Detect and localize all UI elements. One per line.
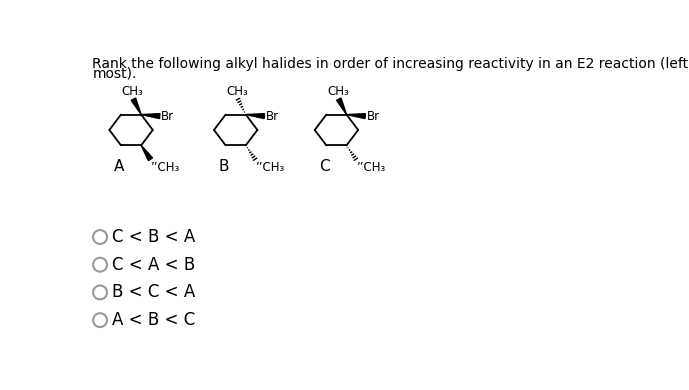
Text: ’’CH₃: ’’CH₃ [256,161,285,174]
Text: CH₃: CH₃ [327,85,349,98]
Text: Rank the following alkyl halides in order of increasing reactivity in an E2 reac: Rank the following alkyl halides in orde… [92,56,689,71]
Polygon shape [141,113,160,119]
Text: ’’CH₃: ’’CH₃ [357,161,386,174]
Text: B < C < A: B < C < A [112,284,195,301]
Text: ’’CH₃: ’’CH₃ [151,161,181,174]
Text: CH₃: CH₃ [122,85,143,98]
Text: Br: Br [367,110,380,122]
Text: Br: Br [161,110,174,122]
Polygon shape [141,145,152,161]
Text: most).: most). [92,67,136,81]
Text: C < A < B: C < A < B [112,256,195,274]
Text: CH₃: CH₃ [227,85,248,98]
Polygon shape [336,98,347,115]
Polygon shape [347,113,365,119]
Polygon shape [131,98,141,115]
Text: B: B [218,159,229,174]
Text: A < B < C: A < B < C [112,311,195,329]
Polygon shape [246,113,265,119]
Text: C: C [320,159,330,174]
Text: Br: Br [266,110,279,122]
Text: A: A [114,159,125,174]
Text: C < B < A: C < B < A [112,228,195,246]
